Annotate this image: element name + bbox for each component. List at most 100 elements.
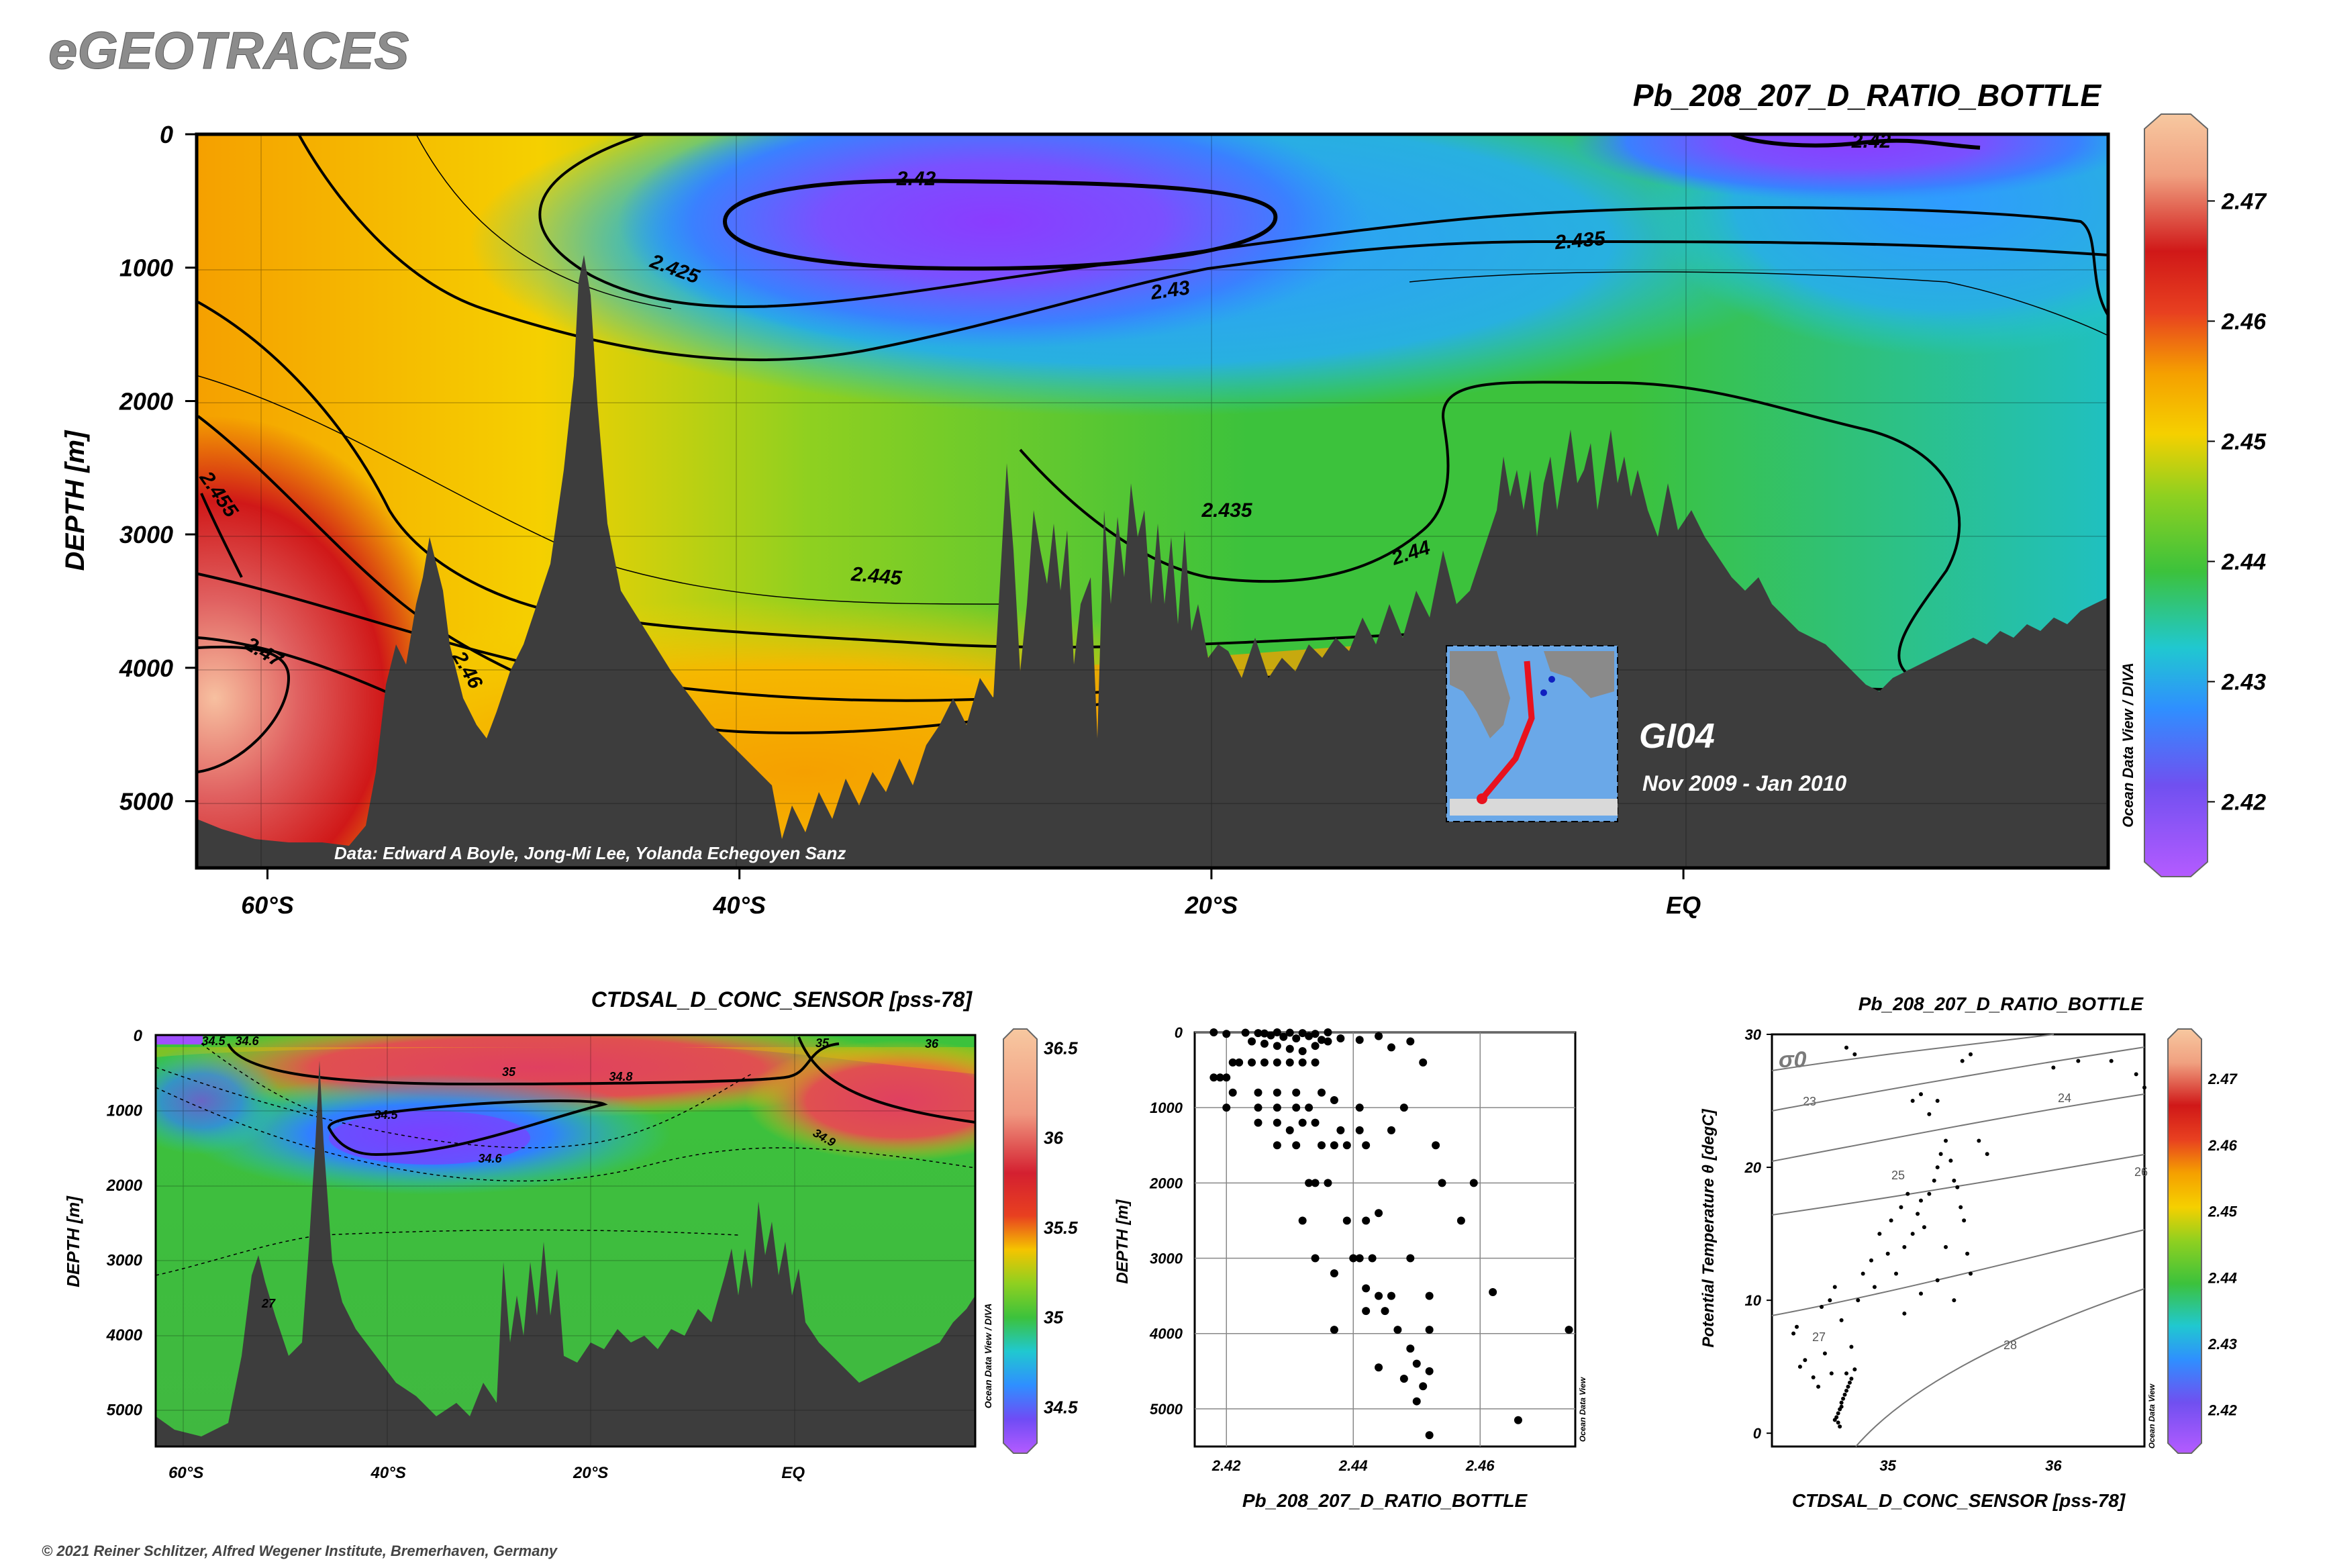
- ts-isopycnal-label: 27: [1812, 1330, 1826, 1344]
- main-y-tick-label: 2000: [119, 387, 173, 415]
- salinity-colorbar-tick-label: 36.5: [1044, 1038, 1078, 1058]
- salinity-aaiw-purple: [329, 1111, 530, 1165]
- profile-x-tick-label: 2.42: [1211, 1457, 1242, 1474]
- ts-colorbar-tick-label: 2.44: [2208, 1269, 2237, 1286]
- ts-plot-frame: [1771, 1033, 2146, 1448]
- ts-colorbar-tick-label: 2.45: [2208, 1204, 2238, 1220]
- profile-y-tick-label: 3000: [1150, 1251, 1183, 1267]
- profile-y-tick-label: 4000: [1149, 1326, 1183, 1342]
- profile-point: [1273, 1141, 1281, 1150]
- ts-colorbar: 2.42 2.43 2.44 2.45 2.46 2.47: [2167, 1028, 2238, 1454]
- main-bathymetry: [197, 255, 2108, 868]
- main-colorbar-tick-label: 2.46: [2221, 309, 2267, 334]
- profile-point: [1406, 1037, 1415, 1046]
- profile-point: [1235, 1058, 1244, 1067]
- profile-y-tick-label: 0: [1175, 1024, 1183, 1041]
- ts-y-tick-label: 10: [1745, 1292, 1762, 1309]
- main-contour-label: 2.43: [1148, 277, 1191, 304]
- salinity-x-tick-label: 20°S: [573, 1464, 608, 1482]
- profile-point: [1355, 1036, 1364, 1044]
- ts-point: [1905, 1191, 1910, 1196]
- salinity-colorbar: 34.5 35 35.5 36 36.5 Ocean Data View / DIVA: [983, 1028, 1078, 1454]
- ts-point: [1969, 1271, 1973, 1276]
- profile-point: [1241, 1028, 1250, 1037]
- profile-point: [1292, 1104, 1301, 1112]
- ts-point: [1839, 1318, 1844, 1322]
- ts-point: [1838, 1424, 1842, 1429]
- data-credit: Data: Edward A Boyle, Jong-Mi Lee, Yolan…: [334, 843, 846, 863]
- profile-point: [1318, 1141, 1326, 1150]
- profile-point: [1285, 1028, 1294, 1037]
- ts-point: [1952, 1298, 1957, 1303]
- ts-colorbar-tick-label: 2.43: [2208, 1336, 2237, 1353]
- profile-point: [1355, 1126, 1364, 1134]
- main-contour-label: 2.42: [896, 168, 936, 190]
- profile-y-ticks: 0 1000 2000 3000 4000 5000: [1149, 1024, 1183, 1418]
- profile-point: [1285, 1044, 1294, 1053]
- ts-point: [1944, 1244, 1948, 1249]
- profile-point: [1311, 1179, 1320, 1187]
- profile-point: [1254, 1104, 1262, 1112]
- ts-point: [1932, 1178, 1936, 1183]
- ts-point: [1916, 1212, 1920, 1216]
- ts-point: [1902, 1311, 1907, 1316]
- profile-point: [1362, 1216, 1371, 1225]
- ts-point: [1836, 1420, 1840, 1425]
- ts-point: [1829, 1371, 1834, 1376]
- odv-credit-ts: Ocean Data View: [2147, 1383, 2157, 1449]
- profile-point: [1248, 1037, 1256, 1046]
- ts-x-tick-label: 36: [2045, 1457, 2062, 1474]
- ts-point: [1847, 1380, 1852, 1385]
- profile-point: [1279, 1032, 1288, 1041]
- ts-point: [1828, 1298, 1832, 1303]
- salinity-surface-purple-left: [156, 1035, 203, 1044]
- ts-point: [1910, 1232, 1915, 1236]
- ts-point: [1834, 1415, 1839, 1420]
- ts-point: [1832, 1285, 1837, 1289]
- main-y-tick-label: 4000: [119, 654, 173, 682]
- salinity-colorbar-ticks: 34.5 35 35.5 36 36.5: [1044, 1038, 1078, 1417]
- main-contour-label: 2.435: [1553, 228, 1607, 254]
- ts-point: [1861, 1271, 1865, 1276]
- contour-thin-2: [1409, 271, 2108, 336]
- profile-point: [1285, 1058, 1294, 1067]
- ts-point: [1885, 1251, 1890, 1256]
- profile-point: [1228, 1058, 1237, 1067]
- ts-point: [1839, 1404, 1844, 1409]
- profile-x-axis-label: Pb_208_207_D_RATIO_BOTTLE: [1242, 1490, 1528, 1511]
- main-contour-label: 2.445: [850, 563, 903, 590]
- salinity-y-tick-label: 0: [134, 1027, 143, 1045]
- profile-point: [1381, 1307, 1389, 1316]
- ts-point: [1965, 1251, 1970, 1256]
- profile-point: [1425, 1431, 1434, 1440]
- contour-2-44-loop: [1019, 381, 1961, 679]
- ts-isopycnal-label: 23: [1803, 1095, 1816, 1108]
- profile-point: [1330, 1095, 1338, 1104]
- profile-point: [1342, 1216, 1351, 1225]
- ts-point: [1935, 1165, 1940, 1170]
- profile-point: [1425, 1367, 1434, 1375]
- profile-point: [1318, 1036, 1326, 1044]
- ts-x-ticks: 35 36: [1879, 1457, 2062, 1474]
- ts-y-ticks: 0 10 20 30: [1744, 1026, 1762, 1442]
- ts-isopycnal-line: [1771, 1229, 2145, 1316]
- main-y-axis-label: DEPTH [m]: [60, 430, 90, 571]
- profile-scatter-plot: 0 1000 2000 3000 4000 5000 2.42 2.44 2.46 DEPTH…: [1113, 1024, 1587, 1511]
- profile-point: [1387, 1043, 1395, 1052]
- ts-isopycnal-line: [1771, 1093, 2145, 1162]
- ts-point: [1955, 1185, 1960, 1189]
- profile-point: [1406, 1344, 1415, 1353]
- ts-point: [1822, 1351, 1827, 1356]
- profile-point: [1375, 1363, 1383, 1372]
- profile-point: [1273, 1028, 1281, 1036]
- ts-point: [1977, 1138, 1981, 1143]
- profile-point: [1456, 1216, 1465, 1225]
- ts-y-tick-label: 0: [1753, 1425, 1762, 1442]
- profile-point: [1311, 1042, 1320, 1050]
- cruise-track-inset-map: [1446, 645, 1618, 822]
- salinity-y-tick-label: 3000: [107, 1251, 143, 1269]
- profile-point: [1260, 1039, 1269, 1048]
- ts-point: [1869, 1258, 1873, 1263]
- ts-colorbar-tick-label: 2.46: [2208, 1137, 2238, 1154]
